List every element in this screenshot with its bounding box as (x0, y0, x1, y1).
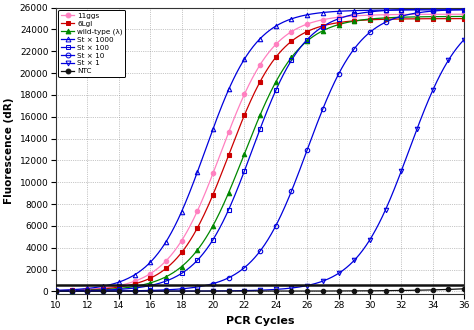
X-axis label: PCR Cycles: PCR Cycles (226, 316, 294, 326)
Y-axis label: Fluorescence (dR): Fluorescence (dR) (4, 97, 14, 204)
Legend: 11ggs, 6Lgl, wild-type (λ), St × 1000, St × 100, St × 10, St × 1, NTC: 11ggs, 6Lgl, wild-type (λ), St × 1000, S… (58, 10, 126, 77)
